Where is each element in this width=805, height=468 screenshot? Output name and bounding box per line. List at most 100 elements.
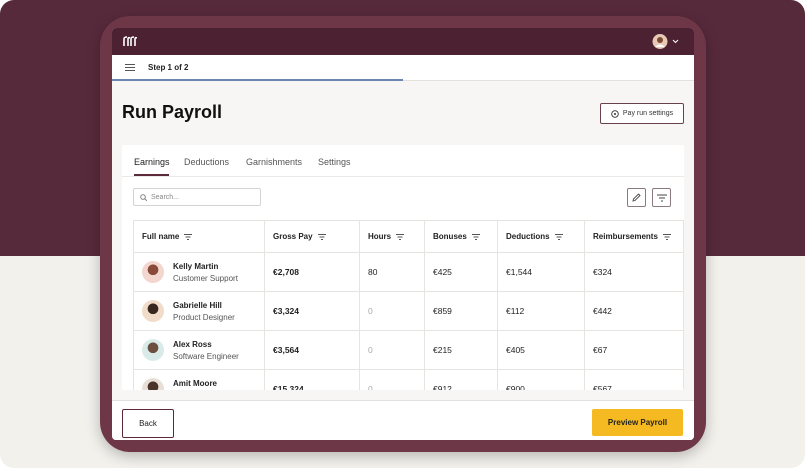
cell-value: €3,564 [273,345,299,355]
table-cell: €567 [585,370,684,390]
column-header[interactable]: Bonuses [425,220,498,253]
sort-icon [317,233,326,240]
avatar [142,339,164,361]
cell-value: 0 [368,384,373,390]
cell-value: €324 [593,267,612,277]
search-icon [140,193,147,201]
column-label: Deductions [506,232,550,241]
employee-name: Amit Moore [173,378,217,388]
sort-icon [471,233,480,240]
column-label: Full name [142,232,180,241]
table-cell: Gabrielle Hill Product Designer [133,292,265,331]
employee-role: Product Designer [173,312,235,322]
table-cell: €912 [425,370,498,390]
step-bar [112,55,694,81]
menu-icon[interactable] [125,64,135,71]
preview-button[interactable]: Preview Payroll [592,409,683,436]
table-cell: €859 [425,292,498,331]
table-cell: €3,324 [265,292,360,331]
column-label: Reimbursements [593,232,658,241]
filter-button[interactable] [652,188,671,207]
employee: Amit MooreMarketing Lead [173,379,228,391]
search-box[interactable]: Search... [133,188,261,206]
search-placeholder: Search... [151,193,180,201]
cell-value: €442 [593,306,612,316]
column-header[interactable]: Deductions [498,220,585,253]
column-header[interactable]: Hours [360,220,425,253]
tab[interactable]: Deductions [184,157,230,167]
avatar [142,300,164,322]
employee: Kelly Martin Customer Support [173,262,238,283]
column-header[interactable]: Full name [133,220,265,253]
user-menu[interactable] [652,33,682,50]
table-cell: €425 [425,253,498,292]
table-cell: 0 [360,370,425,390]
column-label: Hours [368,232,392,241]
tab[interactable]: Settings [318,157,351,167]
table-cell: €67 [585,331,684,370]
table-cell: Amit MooreMarketing Lead [133,370,265,390]
avatar [142,261,164,283]
table-cell: €112 [498,292,585,331]
settings-button-label: Pay run settings [622,110,674,117]
sort-icon [554,233,563,240]
cell-value: €405 [506,345,525,355]
cell-value: €912 [433,384,452,390]
back-button[interactable]: Back [122,409,174,438]
employee: Alex Ross Software Engineer [173,340,239,361]
table-cell: Alex Ross Software Engineer [133,331,265,370]
tab-indicator [134,174,169,176]
edit-button[interactable] [627,188,646,207]
cell-value: €1,544 [506,267,532,277]
column-header[interactable]: Gross Pay [265,220,360,253]
settings-icon [611,109,619,118]
tab-divider [122,176,684,177]
employee-name: Kelly Martin [173,261,219,271]
filter-icon [656,194,667,201]
cell-value: 80 [368,267,378,277]
column-header[interactable]: Reimbursements [585,220,684,253]
table-cell: €3,564 [265,331,360,370]
tab[interactable]: Garnishments [246,157,303,167]
cell-value: 0 [368,306,373,316]
employee-role: Software Engineer [173,351,239,361]
cell-value: €567 [593,384,612,390]
table-cell: €215 [425,331,498,370]
sort-icon [662,233,671,240]
cell-value: €15,324 [273,384,304,390]
employee-role: Customer Support [173,273,238,283]
table-cell: €324 [585,253,684,292]
table-cell: 0 [360,331,425,370]
cell-value: €2,708 [273,267,299,277]
table-cell: €1,544 [498,253,585,292]
cell-value: €3,324 [273,306,299,316]
tab[interactable]: Earnings [134,157,170,167]
table-cell: 0 [360,292,425,331]
footer: Back Preview Payroll [112,400,694,440]
screen: Step 1 of 2 Run Payroll Pay run settings… [112,28,694,440]
cell-value: €112 [506,306,525,316]
cell-value: €425 [433,267,452,277]
employee: Gabrielle Hill Product Designer [173,301,235,322]
edit-icon [632,193,641,202]
table-cell: €442 [585,292,684,331]
cell-value: €900 [506,384,525,390]
settings-button[interactable]: Pay run settings [600,103,684,124]
app-bar [112,28,694,55]
table-cell: €405 [498,331,585,370]
sort-icon [396,233,405,240]
employee-name: Alex Ross [173,339,212,349]
page-title: Run Payroll [122,102,223,122]
avatar [142,378,164,390]
logo [123,36,137,46]
column-label: Gross Pay [273,232,313,241]
table-cell: €2,708 [265,253,360,292]
table-cell: €15,324 [265,370,360,390]
employee-name: Gabrielle Hill [173,300,222,310]
table-cell: 80 [360,253,425,292]
table-cell: Kelly Martin Customer Support [133,253,265,292]
step-label: Step 1 of 2 [148,63,189,72]
cell-value: €67 [593,345,608,355]
sort-icon [184,233,193,240]
